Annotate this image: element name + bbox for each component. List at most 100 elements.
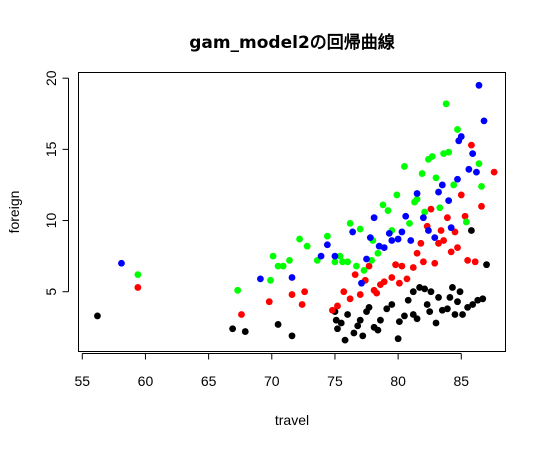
data-point bbox=[427, 288, 435, 296]
data-point bbox=[451, 311, 459, 318]
point-series-2 bbox=[134, 100, 485, 294]
data-point bbox=[365, 262, 373, 270]
data-point bbox=[331, 252, 339, 260]
point-series-1 bbox=[134, 141, 498, 318]
data-point bbox=[461, 212, 469, 220]
data-point bbox=[269, 252, 277, 260]
data-point bbox=[118, 259, 125, 267]
data-point bbox=[398, 262, 406, 270]
data-point bbox=[473, 168, 480, 176]
data-point bbox=[467, 141, 475, 149]
data-point bbox=[274, 262, 282, 270]
data-point bbox=[403, 275, 411, 283]
data-point bbox=[478, 202, 485, 210]
data-point bbox=[366, 234, 374, 242]
data-point bbox=[374, 326, 382, 334]
data-point bbox=[346, 219, 354, 227]
data-point bbox=[323, 241, 331, 249]
data-point bbox=[134, 271, 142, 279]
data-point bbox=[341, 336, 349, 344]
data-point bbox=[383, 305, 391, 313]
data-point bbox=[356, 225, 364, 233]
y-tick-label: 10 bbox=[43, 213, 59, 229]
data-point bbox=[296, 235, 303, 243]
data-point bbox=[350, 329, 358, 337]
data-point bbox=[395, 279, 403, 287]
data-point bbox=[413, 195, 421, 203]
data-point bbox=[445, 197, 453, 205]
y-tick-label: 5 bbox=[43, 288, 59, 296]
data-point bbox=[234, 286, 242, 294]
data-point bbox=[465, 165, 473, 173]
data-point bbox=[359, 332, 367, 340]
data-point bbox=[454, 244, 461, 251]
data-point bbox=[360, 266, 368, 274]
data-point bbox=[373, 289, 381, 297]
plot-frame bbox=[78, 72, 506, 352]
data-point bbox=[421, 285, 429, 293]
data-point bbox=[435, 294, 442, 301]
data-point bbox=[356, 291, 364, 298]
data-point bbox=[447, 224, 455, 232]
data-point bbox=[323, 232, 331, 240]
data-point bbox=[336, 252, 344, 260]
y-axis: 5 10 15 20 bbox=[43, 70, 69, 296]
data-point bbox=[407, 237, 415, 244]
data-point bbox=[423, 301, 431, 308]
data-point bbox=[432, 174, 440, 182]
data-point bbox=[435, 188, 442, 196]
data-point bbox=[380, 244, 388, 251]
data-point bbox=[303, 242, 311, 250]
data-point bbox=[279, 262, 287, 270]
data-point bbox=[334, 325, 341, 333]
data-point bbox=[393, 191, 401, 199]
data-point bbox=[363, 255, 370, 263]
data-point bbox=[443, 305, 451, 313]
data-point bbox=[478, 182, 485, 190]
data-point bbox=[432, 319, 440, 327]
data-point bbox=[479, 295, 487, 303]
data-point bbox=[356, 316, 364, 324]
data-point bbox=[427, 205, 435, 213]
data-point bbox=[490, 168, 498, 176]
data-point bbox=[471, 258, 479, 266]
data-point bbox=[419, 214, 427, 222]
data-point bbox=[332, 316, 340, 324]
x-tick-label: 65 bbox=[201, 373, 217, 389]
y-axis-label: foreign bbox=[6, 191, 22, 234]
data-point bbox=[457, 191, 465, 199]
x-tick-label: 75 bbox=[327, 373, 343, 389]
x-tick-label: 80 bbox=[390, 373, 406, 389]
data-point bbox=[257, 275, 264, 283]
data-point bbox=[437, 227, 445, 234]
data-point bbox=[238, 311, 245, 318]
data-point bbox=[351, 271, 359, 279]
data-point bbox=[344, 311, 351, 318]
data-point bbox=[454, 175, 461, 183]
data-point bbox=[265, 298, 273, 306]
data-point bbox=[288, 332, 296, 340]
data-point bbox=[298, 301, 306, 308]
data-point bbox=[417, 239, 425, 247]
data-point bbox=[379, 201, 387, 209]
data-point bbox=[394, 335, 402, 343]
data-point bbox=[413, 249, 421, 257]
point-series-3 bbox=[118, 81, 488, 287]
data-point bbox=[317, 252, 325, 260]
data-point bbox=[339, 258, 346, 266]
data-point bbox=[469, 301, 477, 308]
data-point bbox=[334, 302, 341, 310]
data-point bbox=[301, 288, 309, 296]
data-point bbox=[464, 257, 471, 264]
data-point bbox=[365, 303, 373, 311]
data-point bbox=[447, 248, 455, 256]
data-point bbox=[388, 301, 396, 308]
data-point bbox=[421, 208, 429, 216]
data-point bbox=[288, 274, 296, 281]
data-point bbox=[388, 237, 396, 244]
data-point bbox=[428, 153, 436, 160]
data-point bbox=[483, 261, 490, 269]
data-point bbox=[413, 190, 421, 197]
data-point bbox=[402, 212, 410, 220]
data-point bbox=[388, 274, 396, 281]
